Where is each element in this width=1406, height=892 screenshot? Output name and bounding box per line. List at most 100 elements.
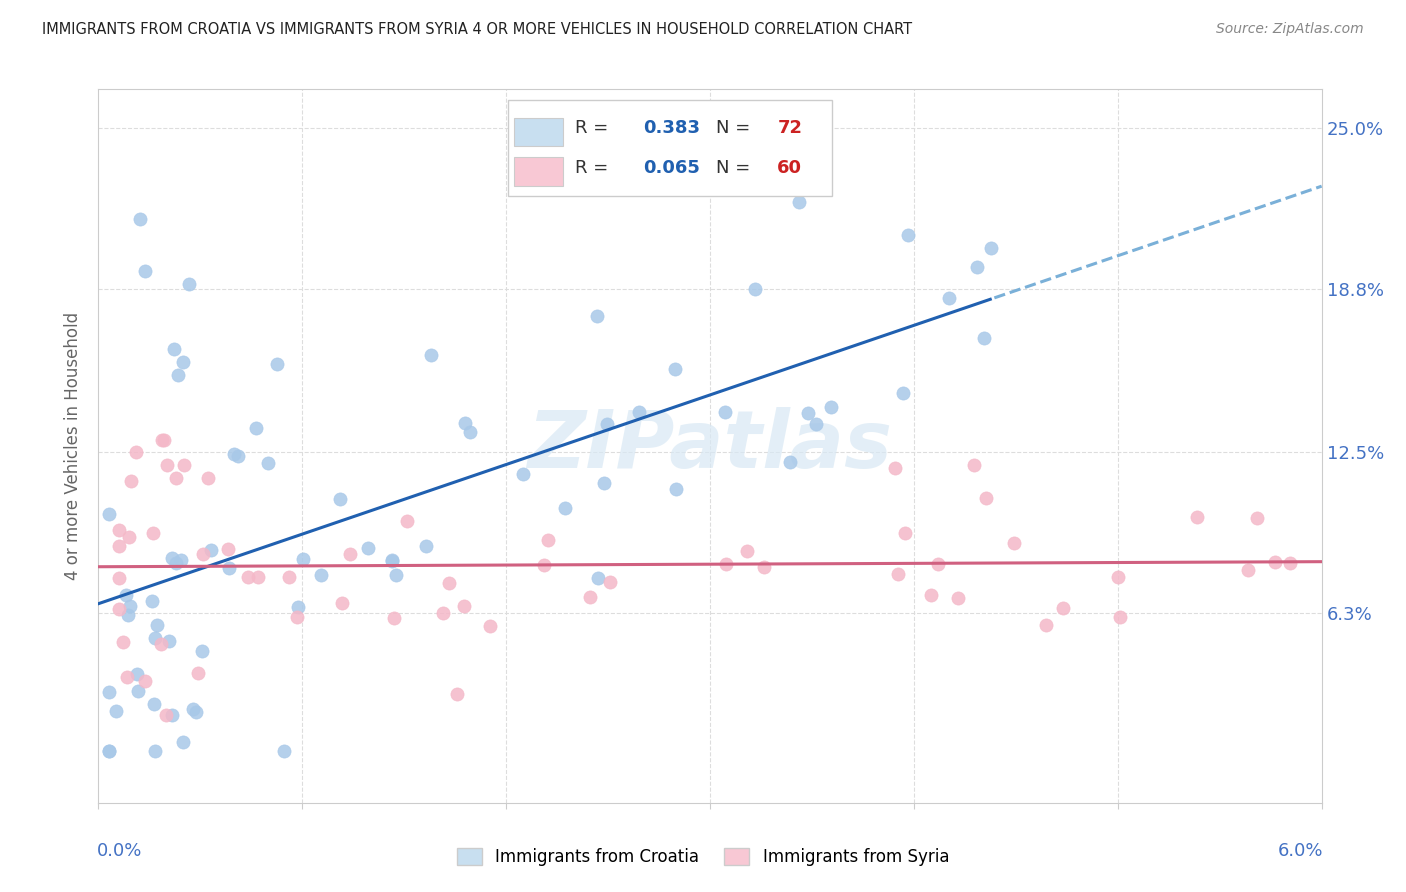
Point (257, 456, 280, 470)
Point (1109, 610, 1132, 624)
Text: R =: R = (575, 159, 614, 177)
Point (330, 596, 353, 610)
Point (966, 260, 988, 274)
Point (145, 631, 167, 645)
Point (446, 688, 468, 702)
Point (432, 606, 454, 620)
Text: 0.0%: 0.0% (97, 842, 142, 860)
Point (420, 348, 443, 362)
Point (153, 433, 176, 447)
Point (382, 610, 405, 624)
Point (266, 357, 288, 371)
Point (891, 386, 914, 401)
Text: 0.383: 0.383 (643, 120, 700, 137)
Point (886, 567, 908, 582)
FancyBboxPatch shape (515, 157, 564, 186)
Point (787, 195, 810, 210)
Point (578, 590, 600, 604)
Point (458, 425, 481, 439)
Point (125, 667, 148, 681)
Point (664, 362, 686, 376)
Point (108, 602, 131, 616)
Point (1264, 555, 1286, 569)
Point (976, 491, 998, 505)
Point (134, 673, 156, 688)
Point (897, 228, 920, 243)
Text: 72: 72 (778, 120, 803, 137)
Point (97, 744, 120, 758)
Y-axis label: 4 or more Vehicles in Household: 4 or more Vehicles in Household (65, 312, 83, 580)
Point (217, 541, 239, 556)
Text: 60: 60 (778, 159, 803, 177)
Point (884, 460, 907, 475)
Point (973, 331, 995, 345)
Point (381, 554, 404, 568)
Point (142, 526, 165, 541)
Point (1035, 618, 1057, 632)
Point (586, 310, 609, 324)
Point (804, 417, 827, 431)
Point (744, 281, 766, 295)
Point (170, 553, 193, 567)
Point (1278, 557, 1301, 571)
Point (246, 569, 269, 583)
Point (980, 241, 1002, 255)
Point (141, 594, 163, 608)
FancyBboxPatch shape (508, 100, 832, 196)
Point (927, 557, 949, 571)
FancyBboxPatch shape (515, 118, 564, 146)
Point (226, 449, 249, 463)
Point (181, 702, 204, 716)
Point (165, 556, 187, 570)
Point (395, 514, 418, 528)
Point (172, 735, 194, 749)
Point (222, 447, 245, 461)
Point (292, 551, 315, 566)
Point (820, 400, 842, 414)
Point (115, 588, 138, 602)
Point (108, 539, 131, 553)
Point (537, 533, 560, 548)
Point (160, 708, 183, 723)
Point (160, 550, 183, 565)
Point (1107, 570, 1129, 584)
Point (329, 491, 352, 506)
Point (554, 500, 576, 515)
Point (628, 405, 651, 419)
Point (946, 591, 969, 606)
Point (963, 458, 986, 473)
Point (779, 455, 801, 469)
Point (592, 475, 614, 490)
Text: 0.065: 0.065 (643, 159, 700, 177)
Point (120, 474, 142, 488)
Point (112, 635, 135, 649)
Text: R =: R = (575, 120, 614, 137)
Point (129, 211, 152, 226)
Point (479, 619, 502, 633)
Point (120, 599, 142, 613)
Point (595, 417, 617, 431)
Point (177, 277, 200, 291)
Text: N =: N = (716, 120, 756, 137)
Text: IMMIGRANTS FROM CROATIA VS IMMIGRANTS FROM SYRIA 4 OR MORE VEHICLES IN HOUSEHOLD: IMMIGRANTS FROM CROATIA VS IMMIGRANTS FR… (42, 22, 912, 37)
Point (193, 547, 215, 561)
Point (1002, 536, 1025, 550)
Point (127, 683, 149, 698)
Point (454, 416, 477, 430)
Point (309, 568, 332, 582)
Point (143, 697, 166, 711)
Point (665, 482, 688, 496)
Point (599, 574, 621, 589)
Point (512, 467, 534, 482)
Text: ZIPatlas: ZIPatlas (527, 407, 893, 485)
Point (200, 542, 222, 557)
Point (716, 557, 738, 571)
Point (797, 406, 820, 420)
Point (197, 471, 219, 485)
Point (173, 458, 195, 473)
Point (714, 405, 737, 419)
Point (97, 507, 120, 521)
Point (187, 665, 209, 680)
Point (437, 576, 460, 591)
Point (218, 561, 240, 575)
